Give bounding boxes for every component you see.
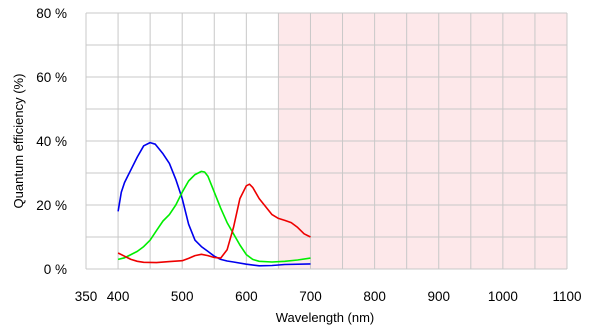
x-tick-label: 900 [427, 289, 450, 304]
x-tick-label: 400 [107, 289, 130, 304]
y-tick-label: 40 % [36, 134, 67, 149]
x-tick-label: 700 [299, 289, 322, 304]
series-line-2 [117, 170, 311, 263]
series-line-3 [117, 183, 311, 264]
y-tick-label: 80 % [36, 6, 67, 21]
x-tick-label: 600 [235, 289, 258, 304]
x-tick-label: 1100 [552, 289, 581, 304]
y-tick-label: 60 % [36, 70, 67, 85]
x-axis-title: Wavelength (nm) [276, 310, 375, 325]
x-tick-label: 1000 [488, 289, 518, 304]
x-tick-label: 800 [363, 289, 386, 304]
y-tick-label: 0 % [44, 262, 67, 277]
y-axis-title: Quantum efficiency (%) [11, 74, 26, 209]
y-tick-label: 20 % [36, 198, 67, 213]
series-line-1 [117, 141, 311, 267]
x-tick-label: 350 [75, 289, 98, 304]
x-tick-label: 500 [171, 289, 194, 304]
